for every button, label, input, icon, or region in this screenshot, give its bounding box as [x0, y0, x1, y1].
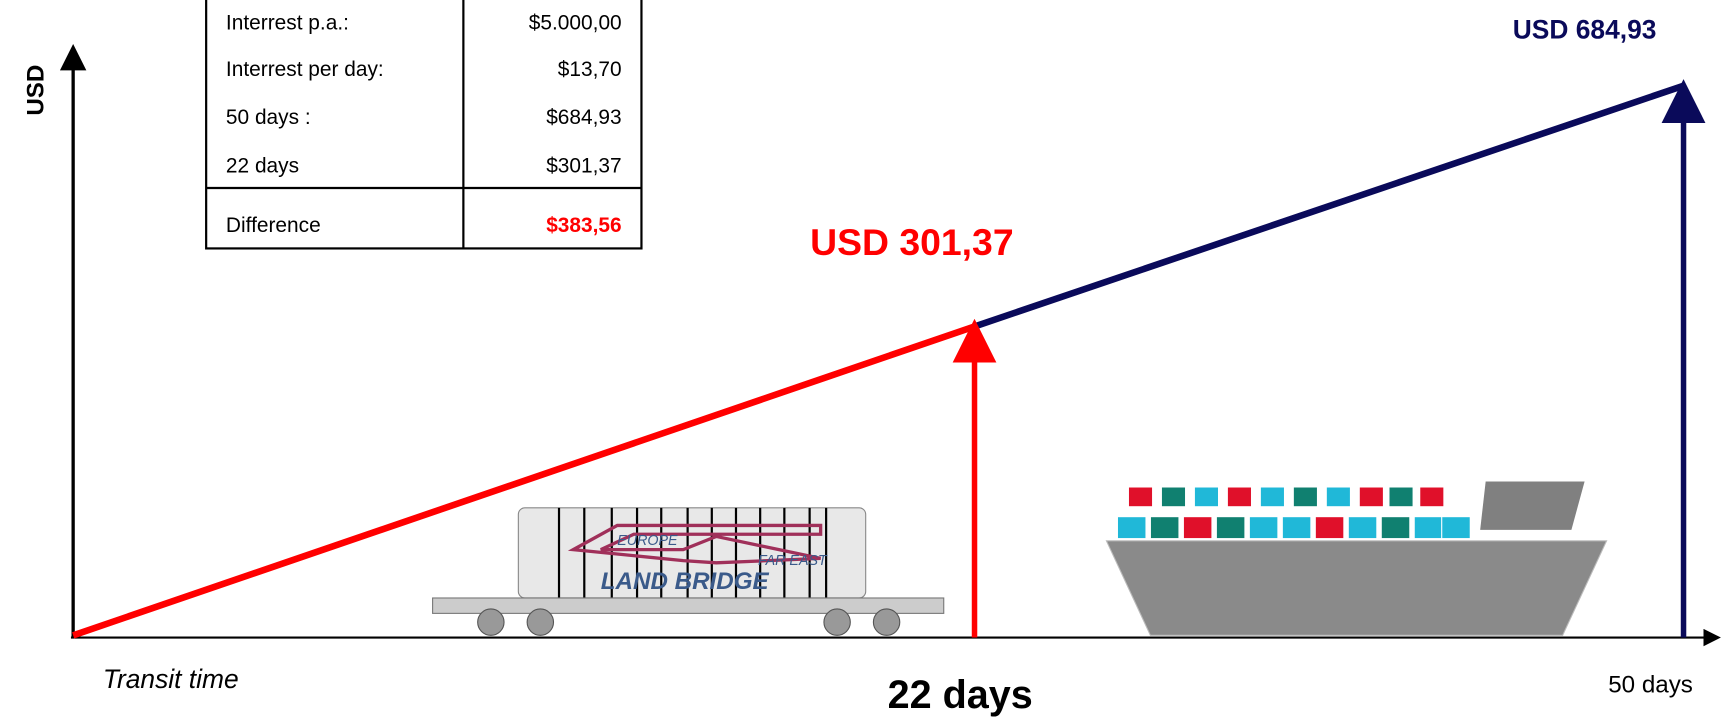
short-days-label: 22 days — [888, 673, 1033, 717]
table-cell: 50 days : — [226, 106, 311, 129]
train-logo-text: LAND BRIDGE — [601, 568, 770, 595]
diagram: USD Transit time EUROPE FAR EAST LAND BR… — [0, 0, 1727, 720]
table-cell: Interrest per day: — [226, 58, 384, 81]
long-value-label: USD 684,93 — [1513, 14, 1657, 44]
short-value-label: USD 301,37 — [810, 221, 1014, 263]
table-cell: 22 days — [226, 155, 299, 178]
table-cell: Difference — [226, 214, 321, 237]
long-days-label: 50 days — [1608, 672, 1693, 699]
train-logo-text: EUROPE — [617, 533, 678, 549]
train-logo-text: FAR EAST — [758, 553, 828, 569]
table-cell: $684,93 — [546, 106, 621, 129]
x-axis-label: Transit time — [103, 664, 239, 694]
train-illustration: EUROPE FAR EAST LAND BRIDGE — [433, 508, 944, 636]
interest-table: Interrest p.a.: $5.000,00 Interrest per … — [206, 0, 641, 248]
ship-illustration — [1106, 481, 1606, 635]
long-cost-line — [975, 86, 1684, 327]
page: {"table": {"rows": [ ["Interrest p.a.:",… — [0, 0, 1727, 720]
table-cell: $301,37 — [546, 155, 621, 178]
table-cell: $13,70 — [558, 58, 622, 81]
table-cell: $383,56 — [546, 214, 621, 237]
table-cell: Interrest p.a.: — [226, 12, 349, 35]
table-cell: $5.000,00 — [529, 12, 622, 35]
y-axis-label: USD — [22, 65, 49, 116]
